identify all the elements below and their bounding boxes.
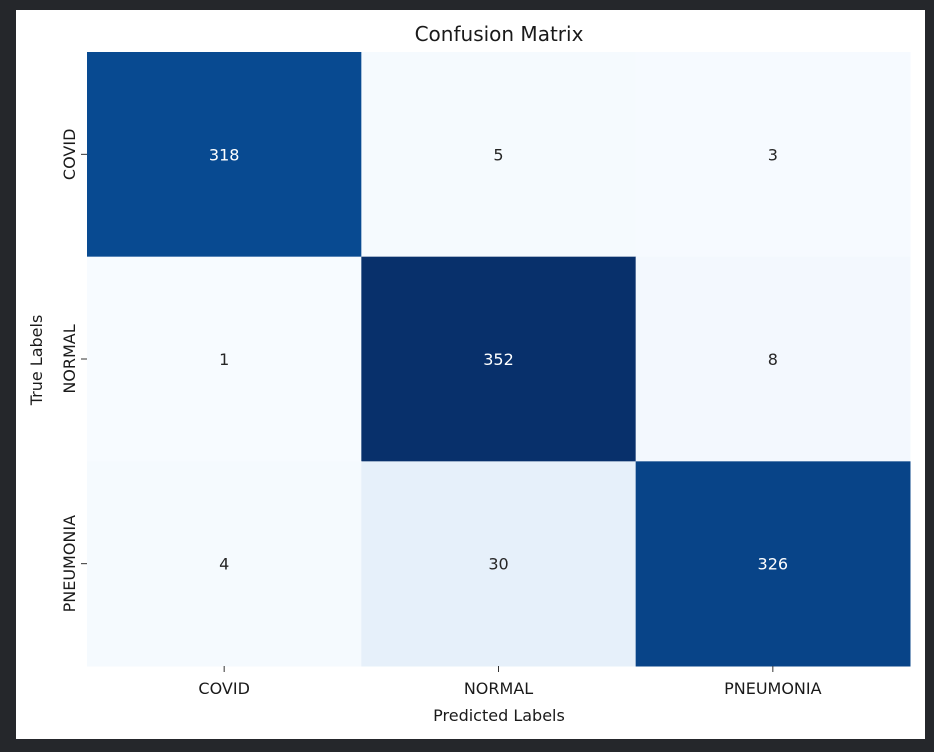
x-tick-label: COVID: [198, 679, 249, 698]
confusion-matrix-heatmap: Confusion Matrix 318 5 3 1 352 8 4 30 326 COVID N…: [27, 22, 911, 725]
cell-value-label: 3: [768, 145, 778, 164]
x-axis-title: Predicted Labels: [433, 706, 565, 725]
heatmap-cell-normal-pneumonia: [635, 256, 911, 462]
heatmap-cell-covid-normal: [361, 52, 637, 258]
cell-value-label: 5: [493, 145, 503, 164]
x-tick-label: NORMAL: [464, 679, 533, 698]
x-tick-label: PNEUMONIA: [724, 679, 822, 698]
x-axis-ticks: COVID NORMAL PNEUMONIA: [198, 666, 822, 698]
cell-value-label: 4: [219, 555, 229, 574]
cell-value-label: 30: [488, 555, 508, 574]
cell-value-label: 352: [483, 350, 514, 369]
y-axis-title: True Labels: [27, 315, 46, 407]
heatmap-cell-covid-covid: [87, 52, 362, 258]
heatmap-cell-pneumonia-covid: [87, 461, 362, 667]
cell-value-label: 318: [209, 145, 240, 164]
y-axis-ticks: COVID NORMAL PNEUMONIA: [60, 129, 87, 613]
cell-value-label: 1: [219, 350, 229, 369]
chart-figure: Confusion Matrix 318 5 3 1 352 8 4 30 326 COVID N…: [16, 10, 925, 739]
heatmap-cell-pneumonia-pneumonia: [635, 461, 911, 667]
heatmap-cell-normal-normal: [361, 256, 637, 462]
chart-title: Confusion Matrix: [415, 22, 584, 46]
cell-value-label: 326: [758, 555, 789, 574]
y-tick-label: PNEUMONIA: [60, 515, 79, 613]
y-tick-label: NORMAL: [60, 324, 79, 393]
heatmap-cell-normal-covid: [87, 256, 362, 462]
heatmap-cells: 318 5 3 1 352 8 4 30 326: [87, 52, 911, 667]
heatmap-cell-covid-pneumonia: [635, 52, 911, 258]
heatmap-cell-pneumonia-normal: [361, 461, 637, 667]
y-tick-label: COVID: [60, 129, 79, 180]
cell-value-label: 8: [768, 350, 778, 369]
